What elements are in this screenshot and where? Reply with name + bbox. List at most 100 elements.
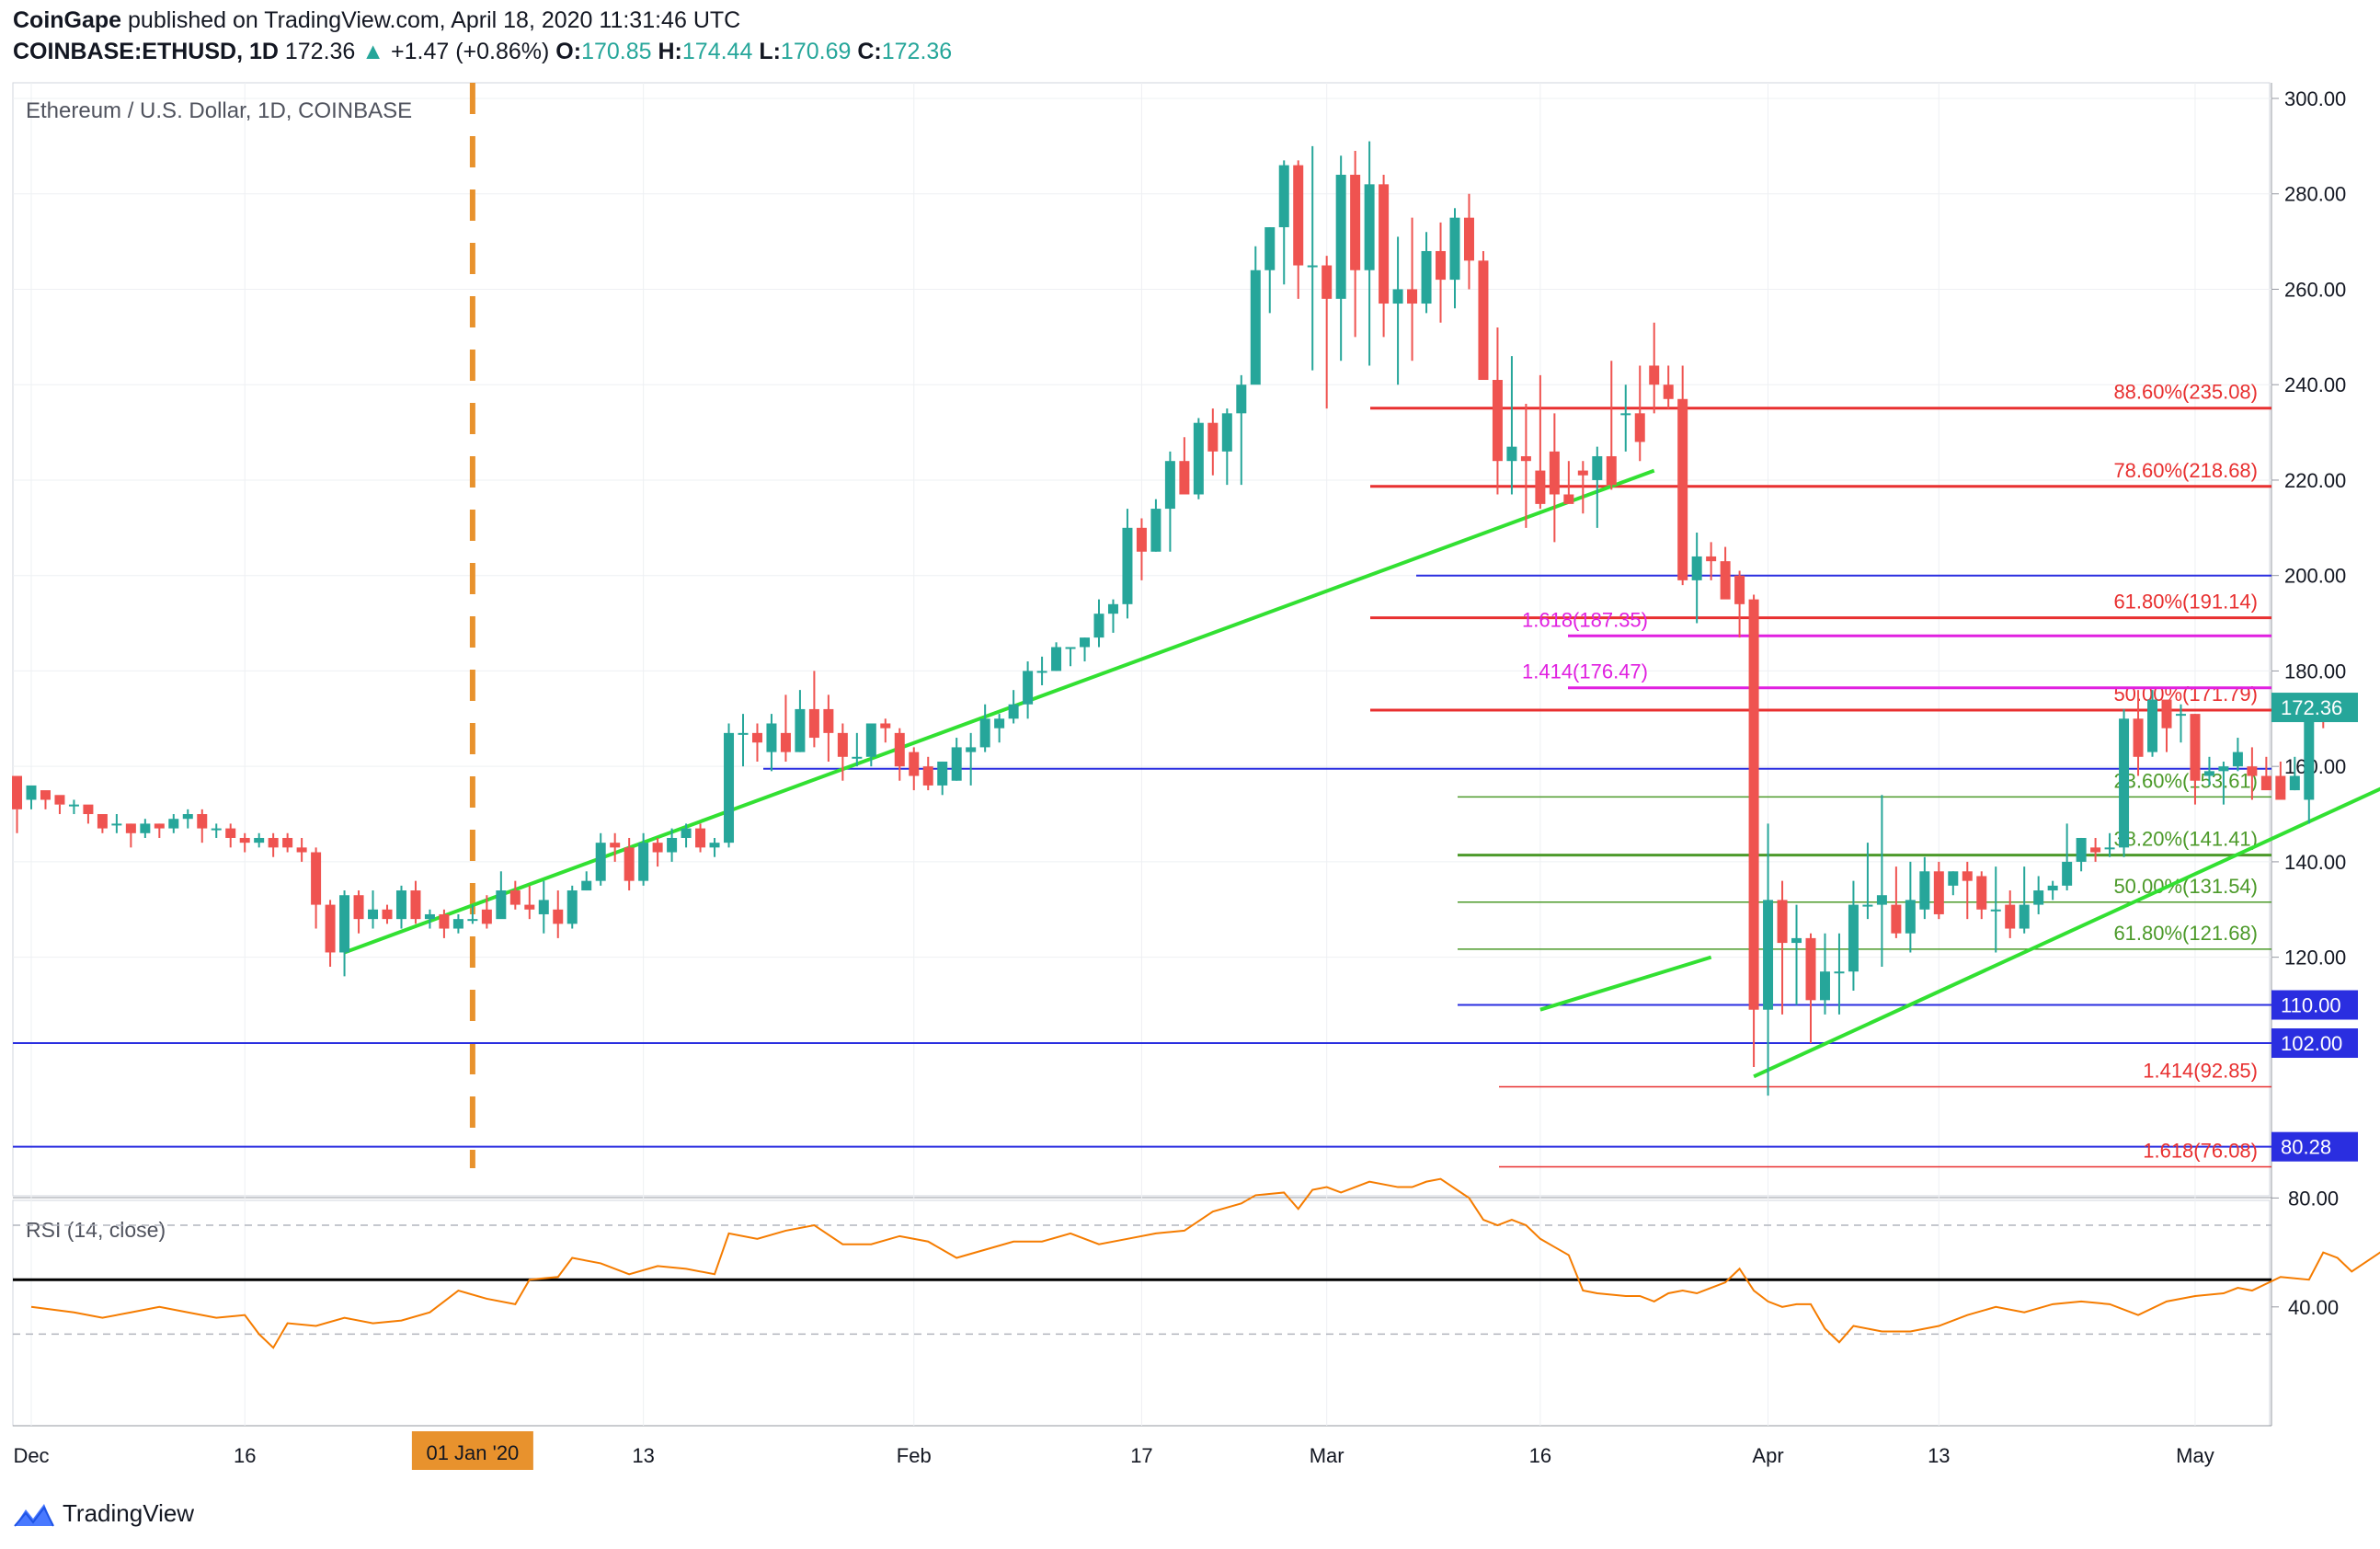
support-price-label: 80.28 xyxy=(2281,1136,2331,1159)
time-tick-label: 17 xyxy=(1130,1444,1152,1467)
chart-title: Ethereum / U.S. Dollar, 1D, COINBASE xyxy=(26,98,412,123)
candle-body xyxy=(1364,184,1375,270)
candle-body xyxy=(2175,714,2186,717)
candle-body xyxy=(1221,413,1232,452)
candle-body xyxy=(439,913,450,929)
candle-body xyxy=(695,828,706,848)
candle-body xyxy=(2147,699,2158,752)
price-tick-label: 300.00 xyxy=(2284,87,2346,110)
candle-body xyxy=(610,843,621,848)
candle-body xyxy=(1051,647,1062,671)
price-tick-label: 140.00 xyxy=(2284,851,2346,874)
up-arrow-icon: ▲ xyxy=(361,39,385,64)
candle-body xyxy=(1122,527,1133,604)
high-value: 174.44 xyxy=(681,39,753,64)
candle-body xyxy=(2119,718,2130,848)
candle-body xyxy=(54,795,65,805)
time-tick-label: Dec xyxy=(13,1444,49,1467)
candle-body xyxy=(2203,771,2214,776)
candle-body xyxy=(766,723,777,752)
current-price-box xyxy=(2271,693,2358,723)
low-label: L: xyxy=(759,39,781,64)
candle-body xyxy=(1962,871,1973,881)
candle-body xyxy=(1107,603,1118,614)
candle-body xyxy=(795,708,806,752)
candle-body xyxy=(2275,775,2286,800)
tradingview-footer[interactable]: TradingView xyxy=(13,1499,194,1528)
candle-body xyxy=(681,828,692,838)
time-tick-label: Mar xyxy=(1310,1444,1344,1467)
candle-body xyxy=(125,823,136,833)
time-tick-label: 13 xyxy=(1928,1444,1950,1467)
candle-body xyxy=(1335,174,1346,299)
support-price-box xyxy=(2271,990,2358,1020)
candle-body xyxy=(1193,422,1204,495)
candle-body xyxy=(1023,671,1034,705)
fib-level-label: 88.60%(235.08) xyxy=(2113,381,2258,404)
time-tick-label: Apr xyxy=(1752,1444,1783,1467)
candle-body xyxy=(624,847,635,881)
time-tick-label: 16 xyxy=(1529,1444,1551,1467)
candle-body xyxy=(1278,165,1289,228)
trendline xyxy=(1539,955,1712,1012)
candle-body xyxy=(97,814,108,829)
candle-body xyxy=(1449,217,1460,281)
candle-body xyxy=(2161,699,2172,729)
candle-body xyxy=(894,732,905,767)
candle-body xyxy=(1179,461,1190,495)
candle-body xyxy=(2005,904,2016,929)
candle-body xyxy=(197,814,208,829)
price-tick-label: 260.00 xyxy=(2284,278,2346,301)
candle-body xyxy=(2190,714,2201,781)
candle-body xyxy=(581,880,592,891)
candle-body xyxy=(979,718,990,748)
candle-body xyxy=(2076,837,2087,862)
candle-body xyxy=(1392,289,1403,304)
candle-body xyxy=(1990,909,2001,912)
candle-body xyxy=(1093,614,1104,638)
published-text: published on TradingView.com, April 18, … xyxy=(128,7,741,33)
candle-body xyxy=(1207,422,1219,452)
candle-body xyxy=(1379,184,1390,304)
highlight-date-box xyxy=(411,1431,533,1470)
fib-level-label: 61.80%(191.14) xyxy=(2113,591,2258,614)
candle-body xyxy=(1748,599,1759,1010)
rsi-tick-label: 80.00 xyxy=(2288,1187,2339,1210)
candle-body xyxy=(1008,704,1019,719)
candle-body xyxy=(168,819,179,829)
candle-body xyxy=(1919,871,1930,910)
candle-body xyxy=(1478,260,1489,381)
candle-body xyxy=(2047,885,2058,891)
candle-body xyxy=(994,718,1005,729)
support-price-box xyxy=(2271,1028,2358,1059)
candle-body xyxy=(1322,265,1333,299)
candle-body xyxy=(1763,900,1774,1010)
time-tick-label: May xyxy=(2176,1444,2214,1467)
candle-body xyxy=(2232,752,2243,767)
candle-body xyxy=(2304,714,2315,800)
high-label: H: xyxy=(658,39,682,64)
candle-body xyxy=(1663,384,1674,399)
rsi-title: RSI (14, close) xyxy=(26,1218,166,1242)
price-tick-label: 240.00 xyxy=(2284,373,2346,396)
highlight-date-label: 01 Jan '20 xyxy=(426,1441,519,1464)
candle-body xyxy=(140,823,151,833)
candle-body xyxy=(1933,871,1944,914)
candle-body xyxy=(254,837,265,843)
candle-body xyxy=(1634,413,1645,442)
price-tick-label: 120.00 xyxy=(2284,947,2346,970)
candle-body xyxy=(83,804,94,815)
candle-body xyxy=(1264,227,1276,270)
candle-body xyxy=(2289,775,2300,791)
candle-body xyxy=(1236,384,1247,414)
rsi-line xyxy=(30,1177,2380,1349)
candle-body xyxy=(1150,509,1161,552)
candle-body xyxy=(1036,671,1047,673)
candle-body xyxy=(1136,527,1147,552)
candle-body xyxy=(738,732,749,735)
candle-body xyxy=(1791,937,1802,944)
candle-body xyxy=(2133,718,2144,757)
candle-body xyxy=(311,852,322,905)
candle-body xyxy=(1463,217,1474,261)
